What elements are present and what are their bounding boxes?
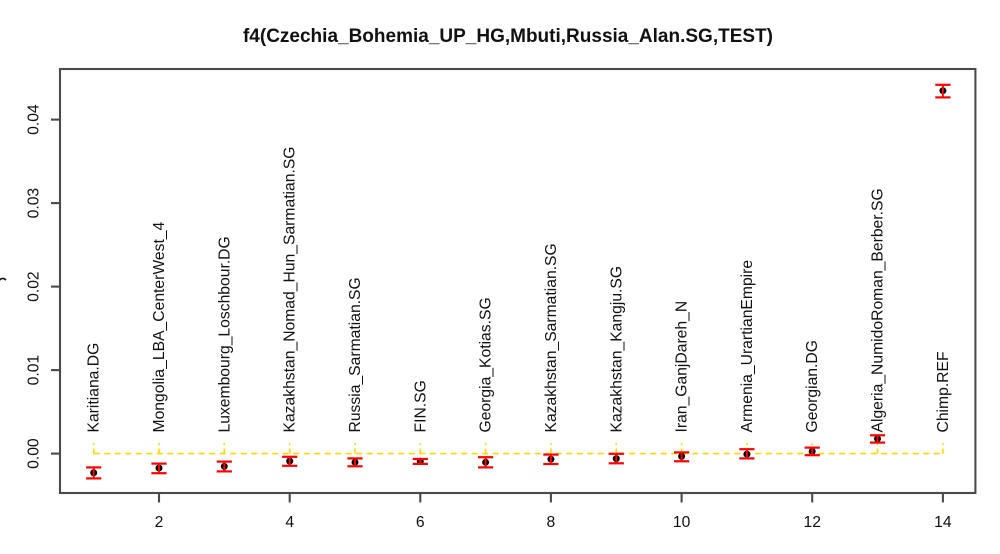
svg-text:Mongolia_LBA_CenterWest_4: Mongolia_LBA_CenterWest_4 — [151, 221, 168, 432]
svg-text:0.04: 0.04 — [26, 104, 43, 135]
svg-text:6: 6 — [416, 514, 425, 531]
svg-text:2: 2 — [155, 514, 164, 531]
svg-text:Kazakhstan_Nomad_Hun_Sarmatian: Kazakhstan_Nomad_Hun_Sarmatian.SG — [282, 146, 299, 432]
svg-text:0.00: 0.00 — [26, 438, 43, 469]
svg-text:12: 12 — [803, 514, 820, 531]
svg-text:f4(Czechia_Bohemia_UP_HG,Mbuti: f4(Czechia_Bohemia_UP_HG,Mbuti,Russia_Al… — [243, 26, 773, 47]
svg-text:10: 10 — [673, 514, 691, 531]
svg-text:Georgian.DG: Georgian.DG — [804, 340, 821, 432]
svg-text:Algeria_NumidoRoman_Berber.SG: Algeria_NumidoRoman_Berber.SG — [870, 188, 887, 432]
svg-text:4: 4 — [285, 514, 294, 531]
svg-text:0.01: 0.01 — [26, 355, 43, 386]
svg-text:0.02: 0.02 — [26, 271, 43, 302]
svg-text:Armenia_UrartianEmpire: Armenia_UrartianEmpire — [739, 260, 756, 433]
svg-text:FIN.SG: FIN.SG — [412, 380, 429, 432]
svg-text:Georgia_Kotias.SG: Georgia_Kotias.SG — [478, 297, 495, 432]
svg-text:Kazakhstan_Kangju.SG: Kazakhstan_Kangju.SG — [608, 266, 625, 433]
svg-text:Iran_GanjDareh_N: Iran_GanjDareh_N — [674, 301, 691, 433]
svg-text:14: 14 — [934, 514, 952, 531]
svg-text:Russia_Sarmatian.SG: Russia_Sarmatian.SG — [347, 277, 364, 432]
svg-text:Chimp.REF: Chimp.REF — [935, 351, 952, 432]
svg-text:0.03: 0.03 — [26, 188, 43, 219]
svg-text:Karitiana.DG: Karitiana.DG — [86, 343, 103, 433]
svg-text:8: 8 — [547, 514, 556, 531]
svg-text:Kazakhstan_Sarmatian.SG: Kazakhstan_Sarmatian.SG — [543, 243, 560, 432]
svg-text:Luxembourg_Loschbour.DG: Luxembourg_Loschbour.DG — [216, 236, 233, 432]
